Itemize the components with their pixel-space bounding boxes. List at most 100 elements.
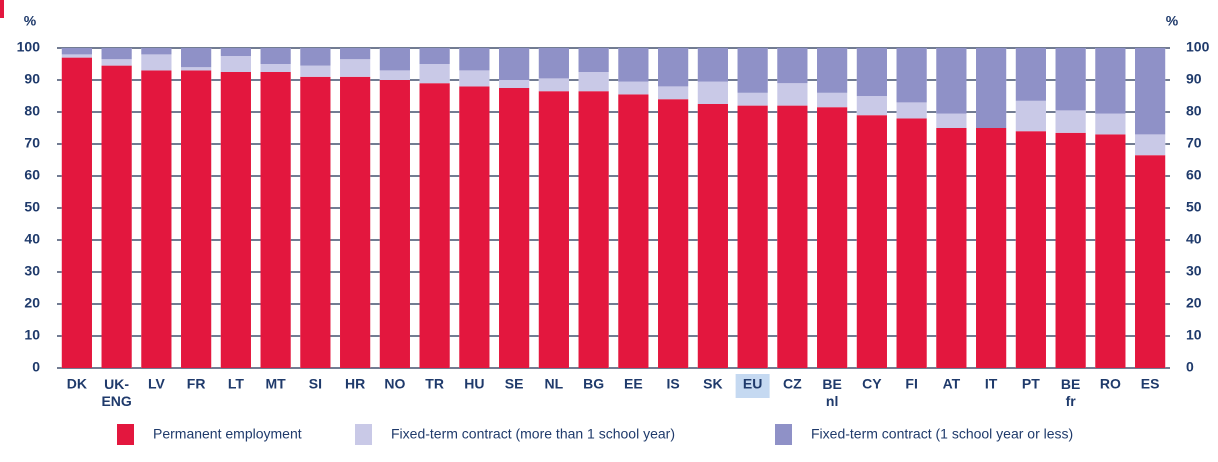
y2-tick-label: 100	[1186, 39, 1210, 55]
bar-segment	[817, 92, 848, 108]
y-axis-label: %	[24, 13, 37, 29]
y-tick-label: 40	[24, 231, 40, 247]
bar-segment	[1095, 134, 1126, 368]
x-tick-label: BE nl	[822, 376, 841, 409]
bar-segment	[817, 48, 848, 93]
x-tick-label: SK	[703, 376, 722, 392]
x-tick-label: DK	[67, 376, 87, 392]
x-tick-label: FI	[905, 376, 917, 392]
x-tick-label: HR	[345, 376, 365, 392]
x-tick-label: PT	[1022, 376, 1040, 392]
bar-segment	[141, 54, 172, 71]
bar-segment	[459, 70, 490, 87]
y2-tick-label: 80	[1186, 103, 1202, 119]
x-tick-label: LV	[148, 376, 166, 392]
bar-segment	[777, 105, 808, 368]
x-tick-label: TR	[425, 376, 444, 392]
y-tick-label: 0	[32, 359, 40, 375]
x-tick-label: UK-ENG	[101, 376, 131, 409]
x-tick-label: BG	[583, 376, 604, 392]
bar-segment	[578, 48, 609, 72]
bar-segment	[300, 48, 331, 66]
bar-segment	[578, 91, 609, 368]
bar-segment	[817, 107, 848, 368]
bar-segment	[697, 81, 728, 104]
bar-segment	[737, 105, 768, 368]
bar-segment	[260, 48, 291, 64]
bar-segment	[777, 83, 808, 106]
bar-segment	[737, 48, 768, 93]
x-tick-label: LT	[228, 376, 245, 392]
bar-segment	[300, 76, 331, 369]
bar-segment	[896, 102, 927, 119]
bar-segment	[379, 48, 410, 71]
x-tick-label: HU	[464, 376, 484, 392]
y2-tick-label: 20	[1186, 295, 1202, 311]
bar-segment	[141, 70, 172, 369]
bar-segment	[101, 48, 132, 60]
bar-segment	[856, 115, 887, 368]
bar-segment	[936, 113, 967, 128]
y-tick-label: 100	[17, 39, 41, 55]
bar-segment	[419, 48, 450, 64]
y2-tick-label: 60	[1186, 167, 1202, 183]
x-tick-label: SE	[505, 376, 524, 392]
bar-segment	[181, 70, 212, 369]
bar-segment	[379, 80, 410, 368]
bar-segment	[459, 48, 490, 71]
bar-segment	[499, 80, 530, 88]
bar-segment	[936, 128, 967, 368]
y2-tick-label: 30	[1186, 263, 1202, 279]
bar-segment	[419, 64, 450, 84]
bar-segment	[578, 72, 609, 92]
x-tick-label: EE	[624, 376, 643, 392]
legend-label: Fixed-term contract (1 school year or le…	[811, 426, 1073, 442]
y-tick-label: 70	[24, 135, 40, 151]
bar-segment	[1055, 110, 1086, 133]
bar-segment	[618, 48, 649, 82]
x-tick-label: NO	[384, 376, 405, 392]
legend-swatch	[117, 424, 134, 445]
legend-swatch	[355, 424, 372, 445]
bar-segment	[856, 96, 887, 116]
bar-segment	[260, 64, 291, 72]
x-tick-label: CY	[862, 376, 882, 392]
y-tick-label: 60	[24, 167, 40, 183]
bar-segment	[1135, 155, 1166, 368]
bar-segment	[658, 99, 689, 368]
x-tick-label: BE fr	[1061, 376, 1080, 409]
bar-segment	[976, 128, 1007, 368]
bar-segment	[220, 72, 251, 368]
bar-segment	[459, 86, 490, 369]
y2-tick-label: 10	[1186, 327, 1202, 343]
x-tick-label: FR	[187, 376, 206, 392]
x-tick-label: NL	[545, 376, 564, 392]
bar-segment	[1095, 113, 1126, 135]
bar-segment	[1055, 48, 1086, 111]
bar-segment	[697, 104, 728, 368]
bar-segment	[538, 78, 569, 92]
y2-tick-label: 0	[1186, 359, 1194, 375]
y2-axis-label: %	[1166, 13, 1179, 29]
bar-segment	[101, 59, 132, 66]
bar-segment	[618, 94, 649, 369]
y2-tick-label: 90	[1186, 71, 1202, 87]
bar-segment	[896, 118, 927, 369]
x-tick-label: CZ	[783, 376, 802, 392]
bar-segment	[1095, 48, 1126, 114]
bar-segment	[101, 65, 132, 368]
bar-segment	[936, 48, 967, 114]
x-tick-label: IT	[985, 376, 998, 392]
bar-segment	[1015, 100, 1046, 132]
bar-segment	[618, 81, 649, 95]
legend-label: Permanent employment	[153, 426, 302, 442]
bar-segment	[220, 56, 251, 72]
y-tick-label: 90	[24, 71, 40, 87]
bar-segment	[61, 48, 92, 55]
bar-segment	[141, 48, 172, 55]
bar-segment	[1055, 132, 1086, 368]
bar-segment	[737, 92, 768, 106]
bar-segment	[419, 83, 450, 368]
x-tick-label: EU	[743, 376, 762, 392]
x-tick-label: RO	[1100, 376, 1121, 392]
